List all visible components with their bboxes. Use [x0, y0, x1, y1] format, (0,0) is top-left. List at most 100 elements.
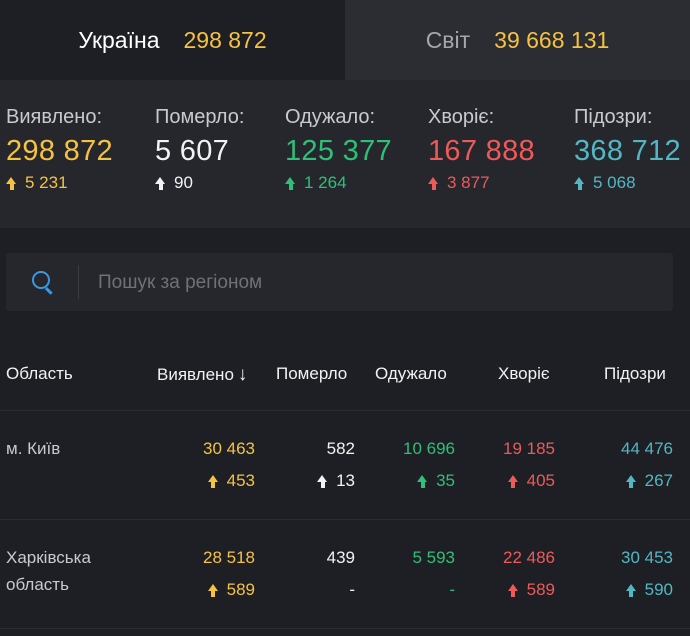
cell-sick-delta: 589 [503, 580, 555, 600]
tab-world-value: 39 668 131 [494, 26, 610, 53]
cell-suspected: 30 453 590 [621, 548, 673, 600]
col-region[interactable]: Область [6, 364, 73, 383]
cell-suspected-value: 30 453 [621, 548, 673, 567]
tab-ukraine-value: 298 872 [183, 26, 267, 53]
cell-sick: 22 486 589 [503, 548, 555, 600]
stat-detected-delta-value: 5 231 [25, 173, 68, 192]
cell-recovered: 10 696 35 [403, 439, 455, 491]
table-divider [0, 628, 690, 629]
arrow-up-icon [625, 474, 637, 488]
col-recovered[interactable]: Одужало [375, 364, 447, 383]
cell-suspected-value: 44 476 [621, 439, 673, 458]
col-died[interactable]: Померло [276, 364, 348, 383]
arrow-up-icon [207, 583, 219, 597]
arrow-up-icon [417, 474, 428, 488]
region-name-line2: область [6, 575, 69, 594]
arrow-up-icon [574, 176, 585, 190]
stat-detected-label: Виявлено: [6, 106, 103, 128]
summary-panel: Виявлено: 298 872 5 231 Померло: 5 607 9… [0, 80, 690, 228]
arrow-up-icon [428, 176, 439, 190]
cell-died-delta: 13 [317, 471, 355, 491]
cell-detected-value: 28 518 [203, 548, 255, 567]
stat-died-value: 5 607 [155, 135, 230, 167]
stat-suspected-delta: 5 068 [574, 173, 681, 193]
cell-detected: 28 518 589 [203, 548, 255, 600]
col-detected-label: Виявлено [157, 365, 234, 384]
stat-sick-label: Хворіє: [428, 106, 495, 128]
cell-sick-value: 22 486 [503, 548, 555, 567]
search-input[interactable] [96, 265, 660, 301]
stat-recovered-value: 125 377 [285, 135, 392, 167]
tab-world[interactable]: Світ 39 668 131 [345, 0, 690, 80]
col-detected[interactable]: Виявлено ↓ [157, 364, 247, 386]
cell-recovered: 5 593 - [412, 548, 455, 600]
sort-down-icon: ↓ [237, 364, 248, 385]
table-row[interactable]: м. Київ 30 463 453 582 13 10 696 35 19 1… [0, 410, 690, 519]
arrow-up-icon [507, 474, 519, 488]
stat-died-label: Померло: [155, 106, 245, 128]
cell-recovered-delta-value: 35 [436, 471, 455, 490]
region-name-line1: Харківська [6, 548, 91, 567]
stat-died-delta: 90 [155, 173, 244, 193]
arrow-up-icon [207, 474, 219, 488]
cell-recovered-delta-value: - [449, 580, 455, 599]
cell-sick-delta-value: 589 [526, 580, 555, 599]
country-tabs: Україна 298 872 Світ 39 668 131 [0, 0, 690, 80]
stat-sick-value: 167 888 [428, 135, 535, 167]
cell-recovered-value: 10 696 [403, 439, 455, 458]
arrow-up-icon [155, 176, 166, 190]
cell-recovered-delta: 35 [403, 471, 455, 491]
region-search [6, 253, 673, 311]
cell-suspected-delta-value: 267 [644, 471, 673, 490]
cell-died-value: 439 [326, 548, 355, 567]
arrow-up-icon [285, 176, 296, 190]
cell-died-delta: - [327, 580, 355, 600]
stat-sick-delta: 3 877 [428, 173, 535, 193]
stat-suspected-value: 368 712 [574, 135, 681, 167]
region-name: Харківська область [6, 544, 91, 598]
arrow-up-icon [507, 583, 519, 597]
stat-recovered-delta-value: 1 264 [304, 173, 347, 192]
region-name: м. Київ [6, 435, 60, 462]
cell-died-delta-value: 13 [336, 471, 355, 490]
tab-world-label: Світ [425, 26, 471, 53]
cell-detected-delta: 589 [203, 580, 255, 600]
table-header: Область Виявлено ↓ Померло Одужало Хворіє… [0, 352, 690, 392]
stat-detected: Виявлено: 298 872 5 231 [6, 106, 113, 193]
stat-recovered-label: Одужало: [285, 106, 376, 128]
stat-died: Померло: 5 607 90 [155, 106, 244, 193]
cell-suspected-delta-value: 590 [644, 580, 673, 599]
cell-died-value: 582 [326, 439, 355, 458]
search-icon[interactable] [32, 271, 50, 289]
cell-suspected: 44 476 267 [621, 439, 673, 491]
stat-suspected: Підозри: 368 712 5 068 [574, 106, 681, 193]
cell-suspected-delta: 590 [621, 580, 673, 600]
cell-suspected-delta: 267 [621, 471, 673, 491]
arrow-up-icon [6, 176, 17, 190]
col-sick[interactable]: Хворіє [498, 364, 550, 383]
cell-detected-delta: 453 [203, 471, 255, 491]
cell-sick-delta: 405 [503, 471, 555, 491]
search-divider [78, 265, 79, 299]
arrow-up-icon [317, 474, 328, 488]
cell-died: 582 13 [317, 439, 355, 491]
tab-ukraine[interactable]: Україна 298 872 [0, 0, 345, 80]
col-suspected[interactable]: Підозри [604, 364, 666, 383]
stat-sick-delta-value: 3 877 [447, 173, 490, 192]
cell-sick-value: 19 185 [503, 439, 555, 458]
cell-sick-delta-value: 405 [526, 471, 555, 490]
stat-recovered-delta: 1 264 [285, 173, 392, 193]
cell-detected: 30 463 453 [203, 439, 255, 491]
cell-died-delta-value: - [349, 580, 355, 599]
tab-ukraine-label: Україна [78, 26, 160, 53]
cell-sick: 19 185 405 [503, 439, 555, 491]
stat-sick: Хворіє: 167 888 3 877 [428, 106, 535, 193]
stat-suspected-label: Підозри: [574, 106, 653, 128]
cell-recovered-value: 5 593 [412, 548, 455, 567]
arrow-up-icon [625, 583, 637, 597]
table-row[interactable]: Харківська область 28 518 589 439 - 5 59… [0, 519, 690, 628]
cell-died: 439 - [327, 548, 355, 600]
cell-detected-delta-value: 589 [226, 580, 255, 599]
cell-detected-value: 30 463 [203, 439, 255, 458]
stat-died-delta-value: 90 [174, 173, 193, 192]
